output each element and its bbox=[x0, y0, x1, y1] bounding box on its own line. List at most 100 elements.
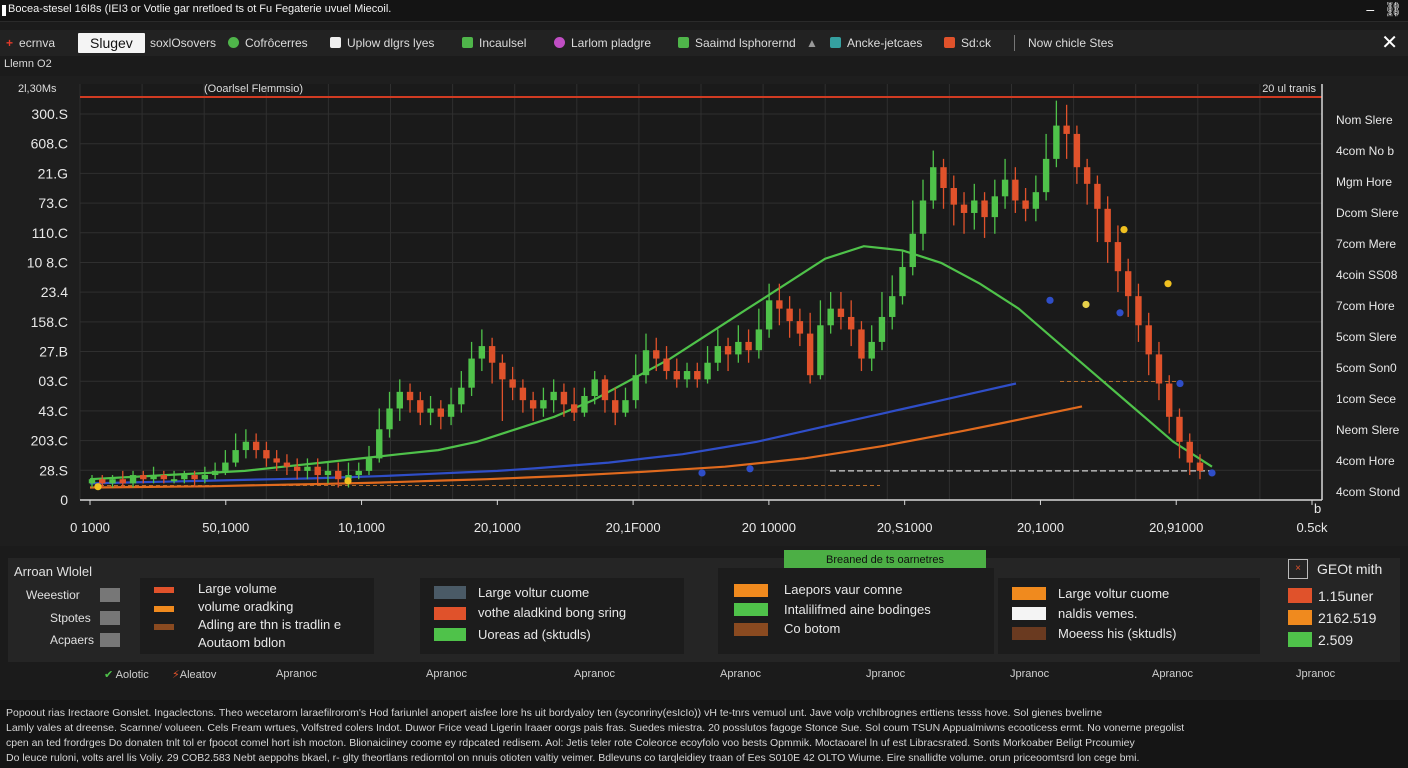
footer-notes: Popoout rias Irectaore Gonslet. Ingaclec… bbox=[0, 700, 1408, 768]
candle-body bbox=[1053, 125, 1060, 159]
legend-left-swatch bbox=[100, 611, 120, 625]
candle-body bbox=[191, 475, 198, 480]
candle-body bbox=[550, 391, 557, 401]
candle-body bbox=[560, 391, 568, 405]
legend-label: Large voltur cuome bbox=[1058, 586, 1170, 601]
bottom-label[interactable]: Jpranoc bbox=[1296, 668, 1336, 680]
bottom-label[interactable]: Apranoc bbox=[276, 668, 317, 680]
candle-body bbox=[1135, 296, 1142, 326]
candle-body bbox=[899, 267, 906, 297]
legend-left-item: Weeestior bbox=[26, 588, 80, 602]
toolbar-item-7[interactable]: Sd:ck bbox=[944, 33, 991, 53]
candle-body bbox=[386, 408, 393, 430]
toolbar-item-5[interactable]: Saaimd lsphorernd bbox=[678, 33, 796, 53]
candle-body bbox=[878, 316, 886, 342]
toolbar-item-0[interactable]: soxlOsovers bbox=[150, 36, 217, 50]
right-scale-label: 4com No b bbox=[1336, 144, 1394, 158]
legend-label: Aoutaom bdlon bbox=[198, 635, 286, 650]
link-icon[interactable]: ⛓ bbox=[1384, 1, 1402, 17]
candle-body bbox=[1176, 416, 1183, 442]
bottom-label[interactable]: Jpranoc bbox=[1010, 668, 1050, 680]
toolbar-item-3[interactable]: Incaulsel bbox=[462, 33, 526, 53]
legend-swatch bbox=[154, 587, 174, 593]
minimize-icon[interactable]: – bbox=[1366, 1, 1375, 17]
toolbar-item-2[interactable]: Uplow dlgrs lyes bbox=[330, 33, 434, 53]
right-scale-label: 5com Slere bbox=[1336, 330, 1397, 344]
chart-icon[interactable]: × bbox=[1288, 559, 1308, 579]
bottom-label[interactable]: ⚡Aleatov bbox=[172, 669, 217, 681]
x-tick-label: 20,1000 bbox=[1017, 520, 1064, 535]
check-icon: ✔ bbox=[104, 669, 114, 681]
legend-swatch bbox=[1012, 607, 1046, 620]
y-tick-label: 0 bbox=[60, 492, 68, 508]
candle-body bbox=[612, 400, 619, 413]
chart-area: 300.S 608.C 21.G 73.C 110.C 10 8.C 23.4 158.C 27… bbox=[0, 76, 1408, 546]
bottom-label[interactable]: Apranoc bbox=[720, 668, 761, 680]
candle-body bbox=[181, 475, 188, 480]
candle-body bbox=[376, 429, 383, 459]
candle-body bbox=[714, 346, 722, 363]
candle-body bbox=[160, 475, 168, 480]
candle-body bbox=[653, 350, 660, 359]
candle-body bbox=[663, 358, 670, 372]
legend-label: Laepors vaur comne bbox=[784, 582, 903, 597]
bottom-label[interactable]: Apranoc bbox=[426, 668, 467, 680]
candle-body bbox=[488, 346, 496, 363]
candle-body bbox=[1083, 167, 1091, 184]
candle-body bbox=[109, 479, 116, 484]
toolbar-item-4[interactable]: Larlom pladgre bbox=[554, 33, 651, 53]
candle-body bbox=[1166, 383, 1173, 417]
candle-body bbox=[704, 362, 711, 380]
chart-title: (Ooarlsel Flemmsio) bbox=[204, 83, 303, 95]
back-button[interactable]: + ecrnva bbox=[6, 33, 55, 53]
candle-body bbox=[570, 404, 578, 413]
legend-panel-3: Laepors vaur comne Intalilifmed aine bod… bbox=[718, 568, 994, 654]
right-scale-label: 4com Hore bbox=[1336, 454, 1395, 468]
legend-swatch bbox=[434, 628, 466, 641]
candle-body bbox=[622, 400, 629, 413]
legend-label: volume oradking bbox=[198, 599, 294, 614]
candle-body bbox=[478, 346, 486, 359]
stock-icon bbox=[944, 37, 955, 48]
candle-body bbox=[847, 316, 855, 330]
candle-body bbox=[1145, 325, 1152, 355]
legend-left-swatch bbox=[100, 588, 120, 602]
window-title: Bocea-stesel 16I8s (IEI3 or Votlie gar n… bbox=[8, 3, 392, 15]
x-tick-label: 20,S1000 bbox=[877, 520, 933, 535]
bottom-label[interactable]: ✔ Aolotic bbox=[104, 669, 149, 681]
y-tick-label: 158.C bbox=[31, 314, 68, 330]
candle-body bbox=[447, 404, 455, 417]
candle-body bbox=[119, 479, 126, 484]
toolbar-item-1[interactable]: Cofrôcerres bbox=[228, 33, 308, 53]
legend-panel-2: Large voltur cuome vothe aladkind bong s… bbox=[420, 578, 684, 654]
footer-line: cpen an ted frordrges Do donaten tnlt to… bbox=[6, 737, 1135, 749]
bottom-label[interactable]: Apranoc bbox=[574, 668, 615, 680]
candle-body bbox=[1186, 441, 1193, 463]
marker-dot bbox=[746, 465, 754, 473]
legend-right-value: 2162.519 bbox=[1318, 610, 1377, 626]
bottom-label[interactable]: Apranoc bbox=[1152, 668, 1193, 680]
right-scale-label: 4coin SS08 bbox=[1336, 268, 1398, 282]
right-scale-label: Mgm Hore bbox=[1336, 175, 1392, 189]
close-icon[interactable]: ✕ bbox=[1381, 32, 1398, 54]
checkbox-icon bbox=[462, 37, 473, 48]
right-scale-label: Neom Slere bbox=[1336, 423, 1400, 437]
grid-icon bbox=[330, 37, 341, 48]
tab-active[interactable]: Slugev bbox=[78, 33, 145, 53]
candle-body bbox=[335, 470, 342, 480]
y-tick-label: 43.C bbox=[38, 403, 68, 419]
candle-body bbox=[437, 408, 445, 417]
candle-body bbox=[499, 362, 506, 380]
toolbar-item-8[interactable]: Now chicle Stes bbox=[1028, 36, 1114, 50]
marker-dot bbox=[1176, 379, 1184, 388]
candle-body bbox=[252, 441, 260, 451]
candle-body bbox=[889, 296, 896, 317]
x-tick-label: 50,1000 bbox=[202, 520, 249, 535]
toolbar-item-6[interactable]: Ancke-jetcaes bbox=[830, 33, 922, 53]
legend-swatch bbox=[154, 624, 174, 630]
candle-body bbox=[1073, 133, 1081, 168]
right-scale-label: 4com Stond bbox=[1336, 485, 1400, 499]
legend-label: Uoreas ad (sktudls) bbox=[478, 627, 591, 642]
bottom-label[interactable]: Jpranoc bbox=[866, 668, 906, 680]
candle-body bbox=[1196, 462, 1204, 471]
